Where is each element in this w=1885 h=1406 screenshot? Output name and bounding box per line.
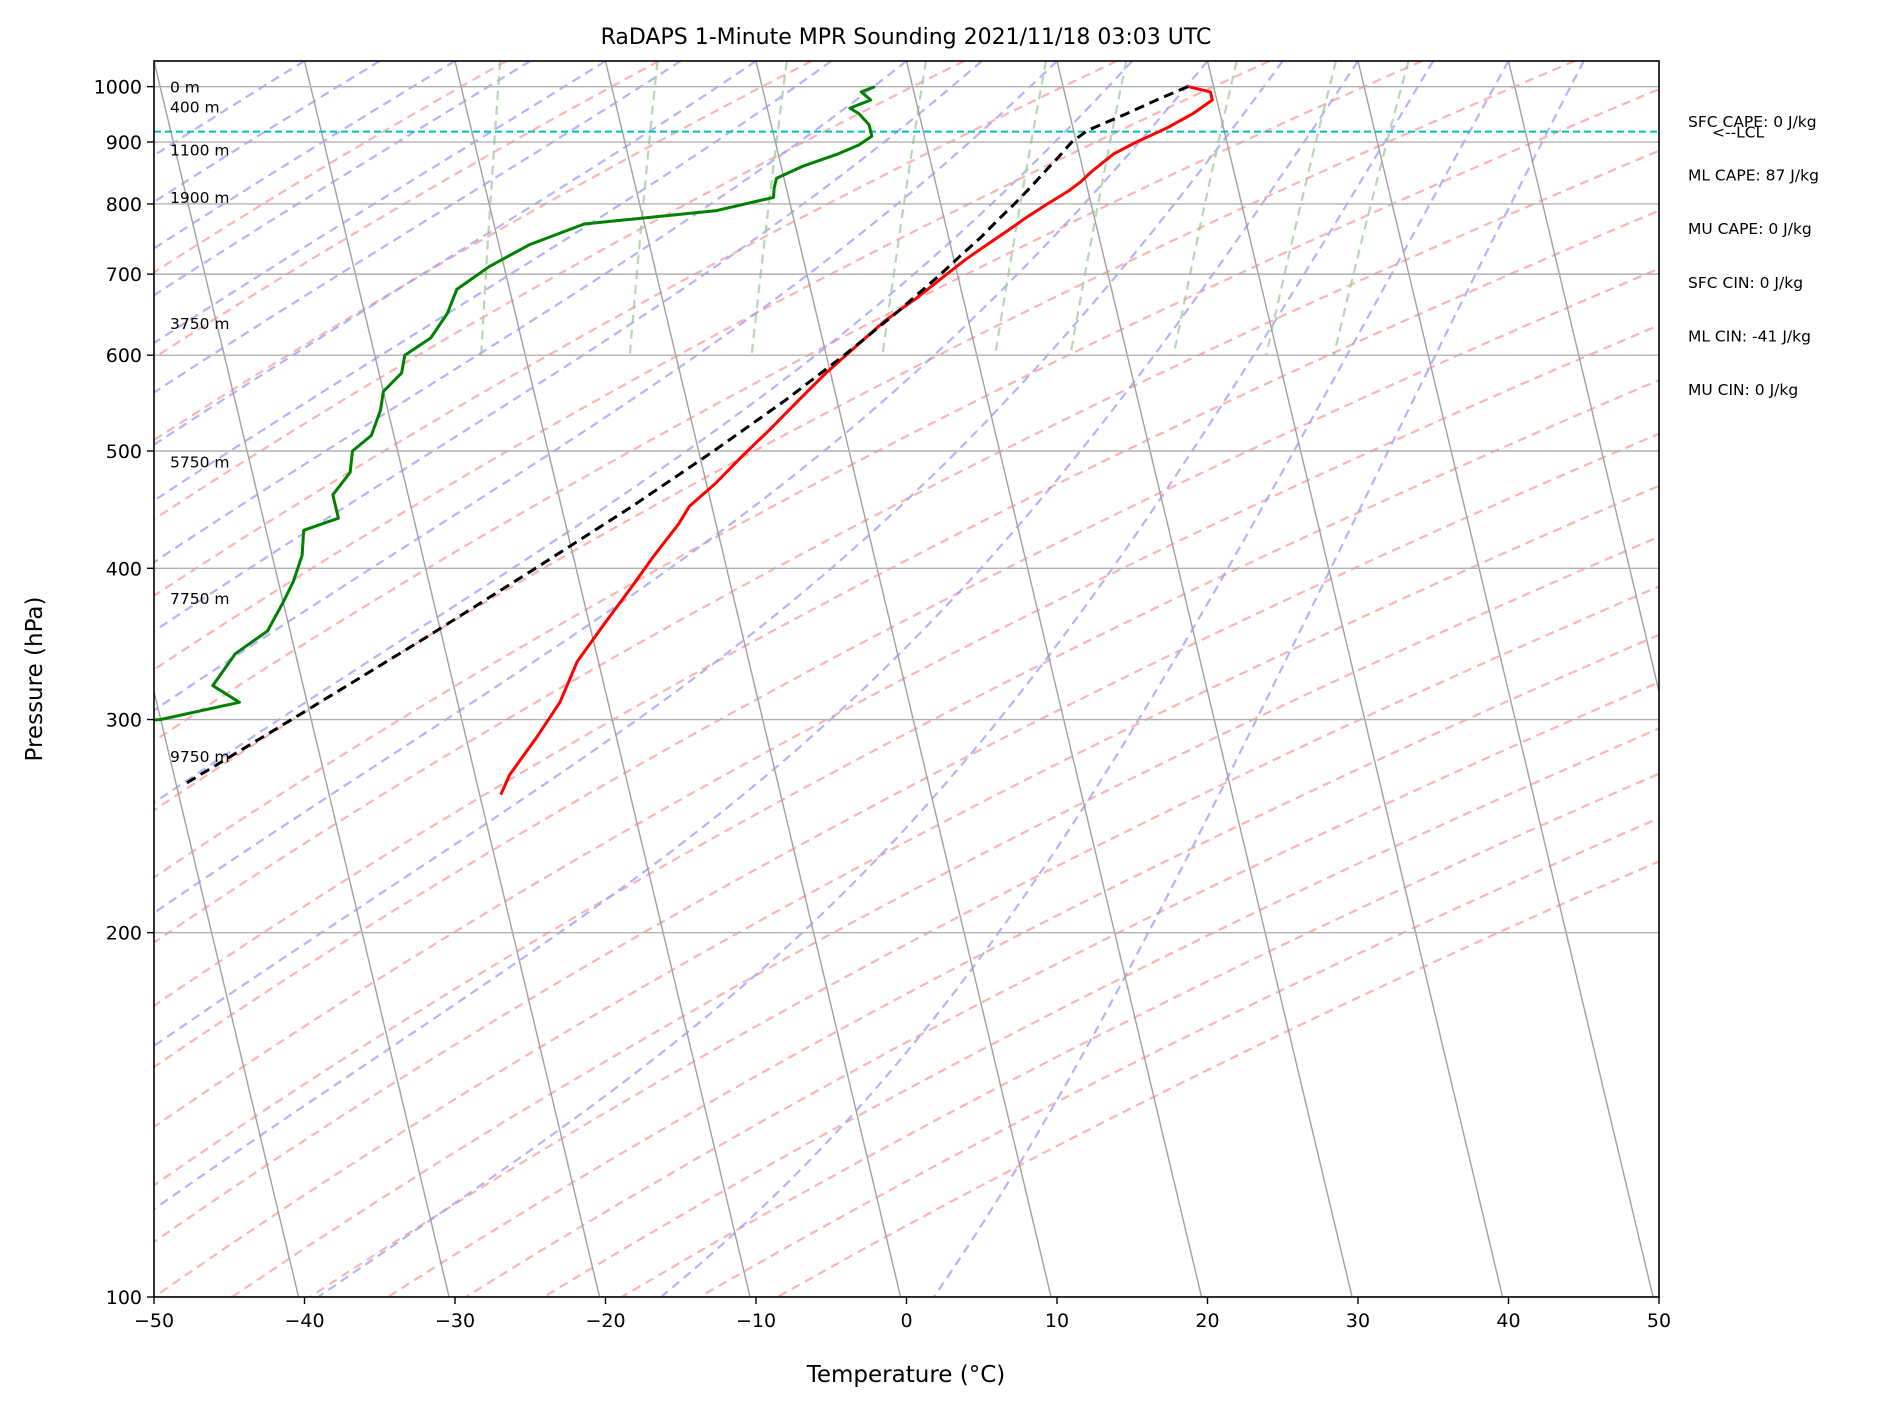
chart-title: RaDAPS 1-Minute MPR Sounding 2021/11/18 …: [601, 25, 1212, 50]
x-tick-label: 30: [1346, 1310, 1370, 1332]
dry-adiabat: [387, 633, 1659, 1297]
dry-adiabat: [154, 87, 1659, 879]
mixing-ratio-line: [881, 61, 927, 356]
moist-adiabat: [317, 61, 1435, 1297]
moist-adiabat: [154, 61, 1359, 1211]
mixing-ratio-line: [628, 61, 659, 356]
moist-adiabat: [154, 61, 1209, 915]
x-tick-label: −30: [435, 1310, 475, 1332]
x-tick-label: −10: [736, 1310, 776, 1332]
isotherm: [1206, 61, 1504, 1297]
height-label: 7750 m: [170, 590, 229, 608]
x-axis-ticks: −50 −40 −30 −20 −10 0 10 20 30 40 50: [134, 1297, 1671, 1332]
moist-adiabat: [932, 61, 1585, 1297]
dry-adiabat: [154, 61, 1270, 671]
sounding-traces: [154, 85, 1214, 796]
parameter-entry: SFC CAPE: 0 J/kg: [1688, 113, 1817, 131]
parameter-entry: ML CAPE: 87 J/kg: [1688, 167, 1819, 185]
x-tick-label: 20: [1195, 1310, 1219, 1332]
dry-adiabat: [154, 61, 813, 442]
moist-adiabat: [154, 61, 832, 502]
y-tick-label: 800: [106, 194, 142, 216]
y-tick-label: 200: [106, 923, 142, 945]
isotherm: [1357, 61, 1654, 1297]
height-label: 5750 m: [170, 454, 229, 472]
y-axis-ticks: 1000 900 800 700 600 500 400 300 200 100: [94, 77, 154, 1309]
mixing-ratio-line: [994, 61, 1048, 356]
dry-adiabat: [154, 323, 1659, 1129]
height-label: 1900 m: [170, 189, 229, 207]
x-tick-label: −40: [284, 1310, 324, 1332]
dry-adiabat: [309, 585, 1659, 1297]
dry-adiabat: [154, 209, 1659, 1008]
dry-adiabat: [154, 484, 1659, 1297]
parameter-entry: MU CIN: 0 J/kg: [1688, 381, 1798, 399]
x-axis-label: Temperature (°C): [806, 1362, 1006, 1388]
moist-adiabat: [660, 61, 1510, 1297]
x-tick-label: 50: [1647, 1310, 1671, 1332]
y-tick-label: 900: [106, 132, 142, 154]
isotherm: [154, 688, 300, 1297]
isotherm: [1507, 61, 1659, 695]
dry-adiabat: [154, 61, 507, 274]
isotherm: [154, 61, 450, 1297]
isotherm: [604, 61, 902, 1297]
x-tick-label: 0: [900, 1310, 912, 1332]
x-tick-label: −50: [134, 1310, 174, 1332]
isotherm: [303, 61, 601, 1297]
dry-adiabat: [231, 535, 1659, 1297]
parameter-entry: SFC CIN: 0 J/kg: [1688, 274, 1803, 292]
height-label: 1100 m: [170, 142, 229, 160]
y-tick-label: 400: [106, 558, 142, 580]
moist-adiabat: [154, 61, 908, 564]
dry-adiabat: [154, 61, 1118, 598]
parameter-list: SFC CAPE: 0 J/kg ML CAPE: 87 J/kg MU CAPE:…: [1688, 113, 1819, 399]
dry-adiabat: [154, 432, 1659, 1244]
y-tick-label: 100: [106, 1287, 142, 1309]
x-tick-label: 10: [1045, 1310, 1069, 1332]
mixing-ratio-line: [480, 61, 502, 356]
parcel-trace: [183, 85, 1189, 786]
height-label: 400 m: [170, 98, 220, 116]
mixing-ratio-line: [750, 61, 788, 356]
dewpoint-trace: [154, 85, 876, 722]
isotherm: [755, 61, 1052, 1297]
isotherm: [1056, 61, 1353, 1297]
parameter-entry: ML CIN: -41 J/kg: [1688, 327, 1811, 345]
height-label: 3750 m: [170, 315, 229, 333]
background-lines: [154, 61, 1659, 1297]
moist-adiabat: [154, 61, 1284, 1048]
height-label: 0 m: [170, 79, 200, 97]
x-tick-label: −20: [585, 1310, 625, 1332]
y-tick-label: 1000: [94, 77, 142, 99]
isotherm: [454, 61, 751, 1297]
moist-adiabat: [154, 61, 1058, 712]
dry-adiabat: [154, 61, 1576, 812]
height-label: 9750 m: [170, 748, 229, 766]
lcl-label: <--LCL: [1712, 124, 1765, 142]
parameter-entry: MU CAPE: 0 J/kg: [1688, 220, 1812, 238]
temperature-trace: [499, 85, 1214, 796]
y-tick-label: 600: [106, 345, 142, 367]
moist-adiabat: [154, 61, 1134, 805]
dry-adiabat: [154, 61, 1423, 743]
y-tick-label: 300: [106, 710, 142, 732]
y-tick-label: 500: [106, 441, 142, 463]
y-tick-label: 700: [106, 264, 142, 286]
y-axis-label: Pressure (hPa): [22, 597, 48, 762]
dry-adiabat: [621, 772, 1659, 1297]
x-tick-label: 40: [1496, 1310, 1520, 1332]
